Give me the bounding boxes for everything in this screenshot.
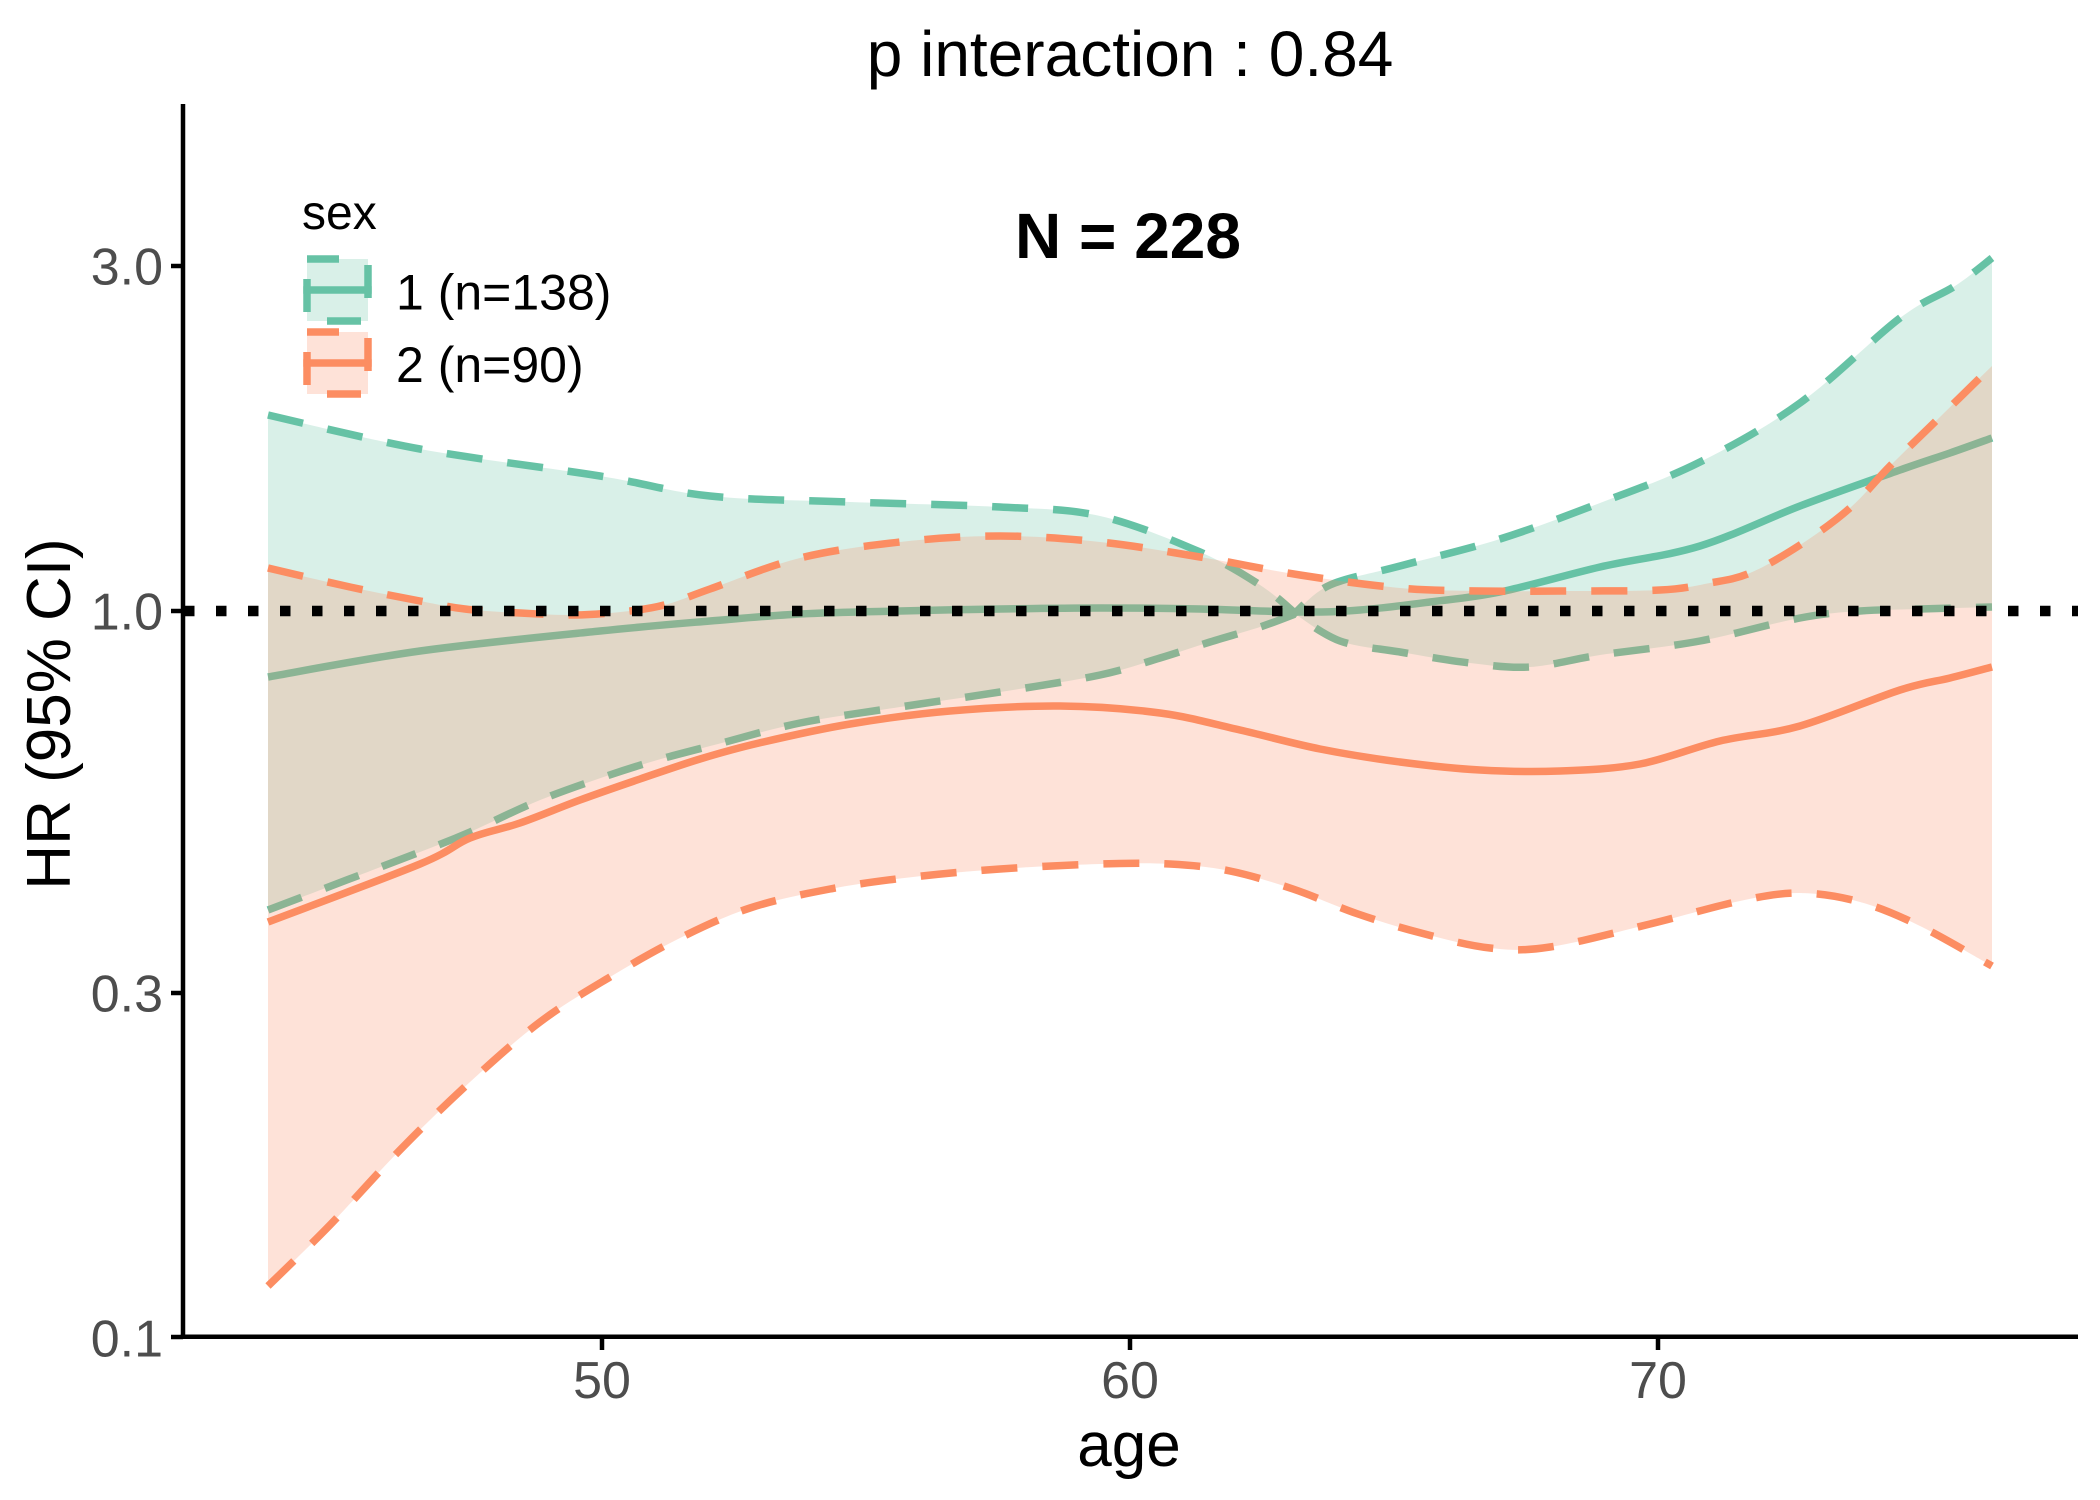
svg-text:1.0: 1.0 [91, 584, 163, 642]
svg-text:2 (n=90): 2 (n=90) [396, 337, 584, 393]
svg-text:3.0: 3.0 [91, 239, 163, 297]
svg-text:60: 60 [1101, 1352, 1159, 1410]
svg-text:1 (n=138): 1 (n=138) [396, 265, 611, 321]
svg-text:N = 228: N = 228 [1015, 200, 1241, 272]
svg-text:sex: sex [302, 187, 377, 240]
svg-text:HR (95% CI): HR (95% CI) [15, 538, 84, 889]
svg-text:50: 50 [573, 1352, 631, 1410]
svg-text:0.1: 0.1 [91, 1311, 163, 1369]
svg-text:70: 70 [1629, 1352, 1687, 1410]
svg-text:p interaction : 0.84: p interaction : 0.84 [867, 18, 1394, 90]
svg-text:age: age [1077, 1411, 1180, 1480]
svg-text:0.3: 0.3 [91, 966, 163, 1024]
